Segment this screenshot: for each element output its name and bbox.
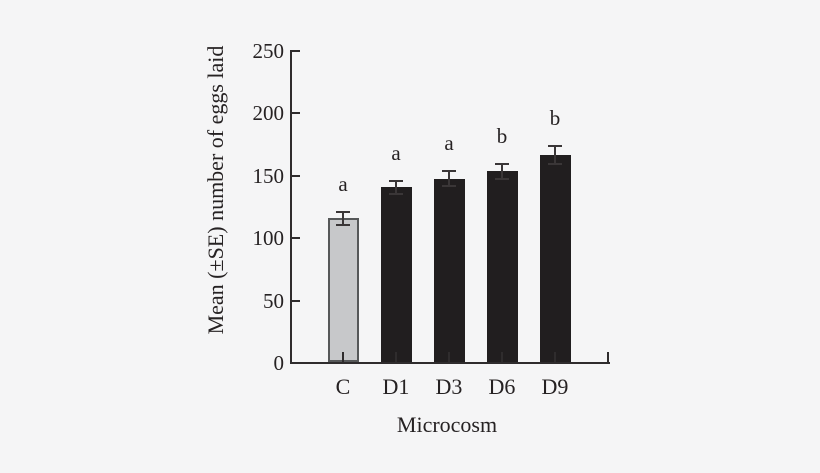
y-axis-line xyxy=(290,50,292,364)
x-tick-label-D9: D9 xyxy=(541,374,569,399)
error-bar-cap-top xyxy=(336,211,350,214)
error-bar-line xyxy=(554,146,556,164)
error-bar-cap-bottom xyxy=(389,192,403,195)
significance-letter: b xyxy=(496,123,508,148)
significance-letter: a xyxy=(391,141,401,166)
y-tick-label: 50 xyxy=(263,288,284,313)
error-bar-cap-top xyxy=(442,170,456,173)
significance-letter: b xyxy=(549,106,561,131)
error-bar-line xyxy=(395,181,397,194)
x-axis-line xyxy=(290,362,610,364)
error-bar-cap-top xyxy=(389,180,403,183)
bar-D1 xyxy=(380,187,412,362)
bar-D3 xyxy=(433,178,465,362)
x-tick-label-C: C xyxy=(335,374,351,399)
y-tick-label: 250 xyxy=(252,39,285,63)
error-bar-cap-bottom xyxy=(442,185,456,188)
x-tick-mark xyxy=(342,352,344,362)
x-tick-label-D1: D1 xyxy=(382,374,410,399)
error-bar-line xyxy=(342,212,344,225)
error-bar-line xyxy=(448,171,450,187)
error-bar-cap-top xyxy=(548,145,562,148)
error-bar-cap-bottom xyxy=(336,223,350,226)
x-tick-mark xyxy=(448,352,450,362)
y-tick-mark xyxy=(292,112,300,115)
y-tick-mark xyxy=(292,299,300,302)
bar-D9 xyxy=(539,154,571,362)
x-tick-mark xyxy=(607,352,609,362)
bar-D6 xyxy=(486,171,518,362)
x-tick-label-D3: D3 xyxy=(435,374,463,399)
x-axis-title: Microcosm xyxy=(396,412,498,437)
x-tick-label-D6: D6 xyxy=(488,374,516,399)
y-tick-label: 100 xyxy=(252,226,285,251)
y-axis-title: Mean (±SE) number of eggs laid xyxy=(203,45,228,335)
error-bar-line xyxy=(501,163,503,179)
y-tick-label: 200 xyxy=(252,101,285,126)
y-tick-mark xyxy=(292,174,300,177)
significance-letter: a xyxy=(444,131,454,156)
significance-letter: a xyxy=(338,172,348,197)
error-bar-cap-top xyxy=(495,162,509,165)
y-tick-label: 150 xyxy=(252,163,285,188)
bar-C xyxy=(327,218,359,362)
x-tick-mark xyxy=(395,352,397,362)
x-tick-mark xyxy=(501,352,503,362)
x-tick-mark xyxy=(554,352,556,362)
y-tick-mark xyxy=(292,50,300,52)
error-bar-cap-bottom xyxy=(548,162,562,165)
error-bar-cap-bottom xyxy=(495,177,509,180)
y-tick-mark xyxy=(292,237,300,240)
y-tick-label: 0 xyxy=(273,351,285,375)
